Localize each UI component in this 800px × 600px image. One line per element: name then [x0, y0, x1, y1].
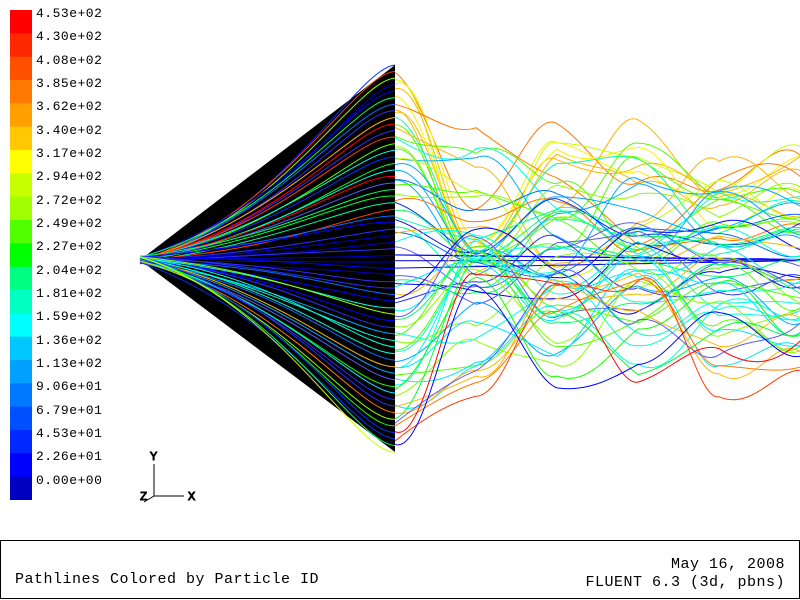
axis-triad: X Y Z — [140, 450, 200, 510]
colorbar-tick-label: 3.85e+02 — [36, 76, 102, 91]
plot-date: May 16, 2008 — [585, 556, 785, 574]
colorbar-tick-label: 0.00e+00 — [36, 473, 102, 488]
axis-y-label: Y — [150, 450, 157, 464]
plot-title: Pathlines Colored by Particle ID — [15, 571, 319, 588]
colorbar-tick-label: 6.79e+01 — [36, 403, 102, 418]
footer-meta: May 16, 2008 FLUENT 6.3 (3d, pbns) — [585, 556, 785, 592]
colorbar-tick-label: 2.04e+02 — [36, 263, 102, 278]
colorbar-tick-label: 4.08e+02 — [36, 53, 102, 68]
svg-text:Z: Z — [140, 490, 147, 504]
colorbar-tick-label: 2.94e+02 — [36, 169, 102, 184]
colorbar-tick-label: 2.27e+02 — [36, 239, 102, 254]
colorbar-tick-label: 4.53e+02 — [36, 6, 102, 21]
colorbar-tick-label: 1.81e+02 — [36, 286, 102, 301]
colorbar-tick-label: 2.49e+02 — [36, 216, 102, 231]
colorbar-tick-label: 2.26e+01 — [36, 449, 102, 464]
colorbar-tick-label: 3.17e+02 — [36, 146, 102, 161]
colorbar-tick-label: 1.13e+02 — [36, 356, 102, 371]
colorbar-tick-label: 3.40e+02 — [36, 123, 102, 138]
colorbar-tick-label: 1.59e+02 — [36, 309, 102, 324]
colorbar — [10, 10, 32, 500]
visualization-area: 4.53e+02 4.30e+02 4.08e+02 3.85e+02 3.62e+02… — [0, 0, 800, 541]
colorbar-labels: 4.53e+02 4.30e+02 4.08e+02 3.85e+02 3.62e+02… — [36, 6, 132, 504]
colorbar-tick-label: 1.36e+02 — [36, 333, 102, 348]
colorbar-tick-label: 2.72e+02 — [36, 193, 102, 208]
colorbar-tick-label: 4.30e+02 — [36, 29, 102, 44]
axis-x-label: X — [188, 490, 195, 504]
colorbar-tick-label: 9.06e+01 — [36, 379, 102, 394]
software-version: FLUENT 6.3 (3d, pbns) — [585, 574, 785, 592]
colorbar-tick-label: 3.62e+02 — [36, 99, 102, 114]
footer-bar: Pathlines Colored by Particle ID May 16,… — [0, 540, 800, 599]
colorbar-tick-label: 4.53e+01 — [36, 426, 102, 441]
